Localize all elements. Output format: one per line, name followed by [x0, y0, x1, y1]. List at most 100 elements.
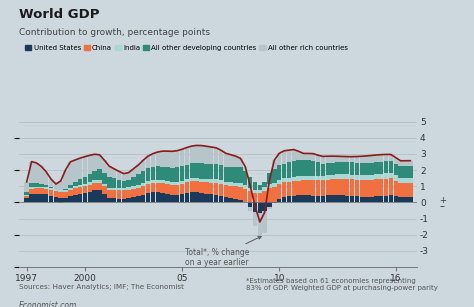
Text: Sources: Haver Analytics; IMF; The Economist: Sources: Haver Analytics; IMF; The Econo… [19, 284, 184, 290]
Bar [321, 164, 325, 176]
Bar [180, 184, 184, 194]
Bar [287, 196, 291, 202]
Bar [272, 202, 277, 203]
Bar [97, 169, 102, 180]
Bar [107, 177, 111, 188]
Bar [122, 199, 126, 202]
Bar [107, 198, 111, 202]
Bar [199, 146, 204, 163]
Bar [292, 161, 296, 177]
Bar [112, 188, 116, 190]
Bar [326, 175, 330, 180]
Bar [360, 163, 364, 175]
Bar [224, 167, 228, 181]
Bar [29, 161, 34, 183]
Bar [219, 196, 223, 202]
Bar [127, 189, 131, 198]
Bar [243, 185, 247, 189]
Bar [127, 180, 131, 187]
Bar [102, 184, 107, 186]
Bar [199, 182, 204, 193]
Bar [117, 171, 121, 180]
Bar [78, 179, 82, 185]
Bar [155, 183, 160, 192]
Bar [248, 207, 252, 211]
Bar [73, 188, 78, 195]
Bar [92, 171, 97, 181]
Bar [54, 197, 58, 202]
Bar [233, 167, 238, 183]
Bar [340, 195, 345, 202]
Bar [389, 173, 393, 178]
Bar [155, 180, 160, 183]
Bar [403, 183, 408, 197]
Bar [228, 182, 233, 186]
Bar [403, 166, 408, 178]
Bar [170, 151, 174, 168]
Bar [127, 198, 131, 202]
Bar [83, 193, 87, 202]
Bar [68, 196, 73, 202]
Bar [335, 156, 340, 162]
Text: *Estimates based on 61 economies representing
83% of GDP. Weighted GDP at purcha: *Estimates based on 61 economies represe… [246, 278, 438, 291]
Bar [335, 174, 340, 179]
Bar [54, 189, 58, 191]
Bar [219, 181, 223, 184]
Bar [365, 163, 369, 175]
Bar [403, 178, 408, 183]
Bar [49, 190, 53, 196]
Bar [214, 164, 219, 179]
Bar [25, 182, 29, 192]
Legend: United States, China, India, All other developing countries, All other rich coun: United States, China, India, All other d… [22, 42, 350, 53]
Bar [238, 187, 243, 200]
Bar [398, 166, 403, 178]
Bar [161, 193, 165, 202]
Bar [369, 175, 374, 180]
Bar [190, 146, 194, 163]
Bar [263, 187, 267, 191]
Bar [64, 189, 68, 190]
Bar [194, 163, 199, 178]
Bar [296, 151, 301, 161]
Bar [180, 194, 184, 202]
Bar [228, 186, 233, 198]
Bar [131, 169, 136, 177]
Bar [267, 173, 272, 184]
Bar [180, 166, 184, 181]
Bar [136, 196, 141, 202]
Bar [335, 195, 340, 202]
Bar [296, 181, 301, 195]
Bar [248, 188, 252, 192]
Bar [39, 194, 44, 202]
Text: Contribution to growth, percentage points: Contribution to growth, percentage point… [19, 28, 210, 37]
Bar [393, 175, 398, 181]
Bar [190, 192, 194, 202]
Bar [25, 195, 29, 196]
Bar [204, 146, 209, 164]
Bar [122, 190, 126, 199]
Bar [369, 180, 374, 197]
Bar [29, 183, 34, 187]
Bar [78, 187, 82, 194]
Bar [107, 188, 111, 190]
Bar [224, 185, 228, 197]
Bar [34, 194, 39, 202]
Bar [155, 192, 160, 202]
Bar [384, 196, 388, 202]
Bar [292, 196, 296, 202]
Bar [263, 182, 267, 187]
Bar [238, 183, 243, 187]
Bar [73, 186, 78, 188]
Bar [97, 190, 102, 202]
Bar [199, 178, 204, 182]
Bar [282, 178, 286, 182]
Bar [214, 148, 219, 164]
Bar [326, 196, 330, 202]
Bar [170, 195, 174, 202]
Bar [408, 161, 412, 166]
Bar [301, 176, 306, 181]
Bar [34, 183, 39, 187]
Bar [228, 167, 233, 182]
Bar [238, 167, 243, 183]
Bar [263, 211, 267, 233]
